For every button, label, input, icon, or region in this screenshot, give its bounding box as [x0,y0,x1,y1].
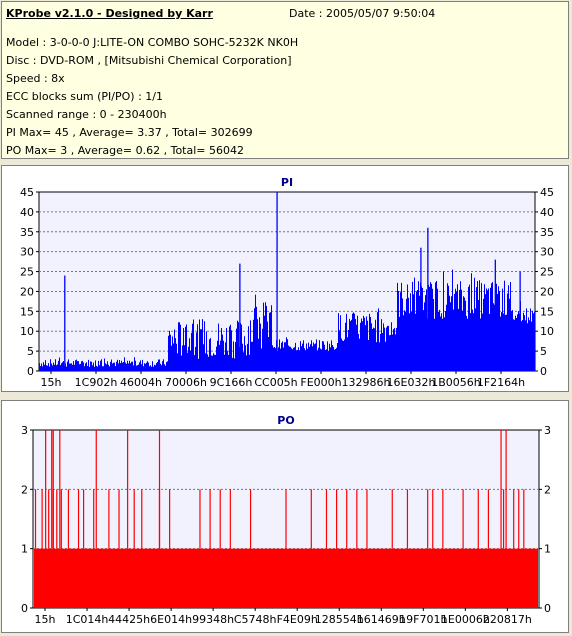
y-tick-label-right: 0 [540,365,547,378]
y-tick-label-right: 35 [540,226,554,239]
x-tick-label: C5748h [234,613,277,626]
y-tick-label-right: 25 [540,266,554,279]
y-tick-label-right: 0 [544,602,551,615]
x-tick-label: 128554h [315,613,364,626]
x-tick-label: 220817h [483,613,532,626]
y-tick-label: 1 [21,543,28,556]
scan-info-panel: KProbe v2.1.0 - Designed by Karr Date : … [1,1,569,159]
y-tick-label-right: 3 [544,424,551,437]
y-tick-label: 0 [27,365,34,378]
y-tick-label: 10 [20,325,34,338]
x-tick-label: 1C902h [75,376,118,389]
po-chart: PO 0 0 1 1 2 2 3 3 15h 1C014h 44425h 6E014h 99348h C57… [21,414,551,626]
x-tick-label: 1C014h [66,613,109,626]
y-tick-label-right: 15 [540,305,554,318]
chart-title: PO [277,414,294,427]
y-tick-label-right: 5 [540,345,547,358]
x-tick-label: 15h [35,613,56,626]
pi-summary: PI Max= 45 , Average= 3.37 , Total= 3026… [6,126,253,139]
model-line: Model : 3-0-0-0 J:LITE-ON COMBO SOHC-523… [6,36,299,49]
x-tick-label: 19F701h [399,613,447,626]
x-tick-label: F4E09h [277,613,318,626]
y-tick-label: 30 [20,246,34,259]
x-tick-label: CC005h [254,376,297,389]
x-tick-label: 44425h [108,613,150,626]
y-tick-label-right: 45 [540,186,554,199]
pi-series-area [39,269,535,371]
y-tick-label-right: 40 [540,206,554,219]
pi-chart-panel: PI 0 0 5 5 10 10 15 15 20 20 25 25 30 30 35 35 40 40 45 45 15… [1,165,569,392]
po-chart-panel: PO 0 0 1 1 2 2 3 3 15h 1C014h 44425h 6E014h 99348h C57… [1,400,569,633]
x-tick-label: 6E014h [150,613,192,626]
y-tick-label: 15 [20,305,34,318]
disc-line: Disc : DVD-ROM , [Mitsubishi Chemical Co… [6,54,292,67]
x-tick-label: 161469h [357,613,406,626]
x-tick-label: 70006h [165,376,207,389]
po-base-area [34,548,538,608]
app-title: KProbe v2.1.0 - Designed by Karr [6,7,213,20]
x-tick-label: 9C166h [210,376,253,389]
y-tick-label: 0 [21,602,28,615]
y-tick-label-right: 1 [544,543,551,556]
y-tick-label: 3 [21,424,28,437]
y-tick-label: 35 [20,226,34,239]
y-tick-label: 2 [21,483,28,496]
y-tick-label-right: 20 [540,285,554,298]
range-line: Scanned range : 0 - 230400h [6,108,167,121]
scan-date: Date : 2005/05/07 9:50:04 [289,7,436,20]
po-summary: PO Max= 3 , Average= 0.62 , Total= 56042 [6,144,244,157]
y-tick-label: 40 [20,206,34,219]
y-tick-label: 20 [20,285,34,298]
ecc-line: ECC blocks sum (PI/PO) : 1/1 [6,90,163,103]
y-tick-label: 5 [27,345,34,358]
y-tick-label-right: 2 [544,483,551,496]
y-tick-label: 25 [20,266,34,279]
y-tick-label-right: 30 [540,246,554,259]
x-tick-label: 16E032h [387,376,436,389]
x-tick-label: 1E0006h [441,613,490,626]
x-tick-label: 1B0056h [431,376,481,389]
pi-chart: PI 0 0 5 5 10 10 15 15 20 20 25 25 30 30 35 35 40 40 45 45 15… [20,176,554,389]
x-tick-label: FE000h [300,376,341,389]
chart-title: PI [281,176,293,189]
y-tick-label-right: 10 [540,325,554,338]
x-tick-label: 99348h [192,613,234,626]
y-tick-label: 45 [20,186,34,199]
x-tick-label: 1F2164h [477,376,525,389]
x-tick-label: 46004h [120,376,162,389]
x-tick-label: 15h [41,376,62,389]
speed-line: Speed : 8x [6,72,65,85]
x-tick-label: 132986h [342,376,391,389]
